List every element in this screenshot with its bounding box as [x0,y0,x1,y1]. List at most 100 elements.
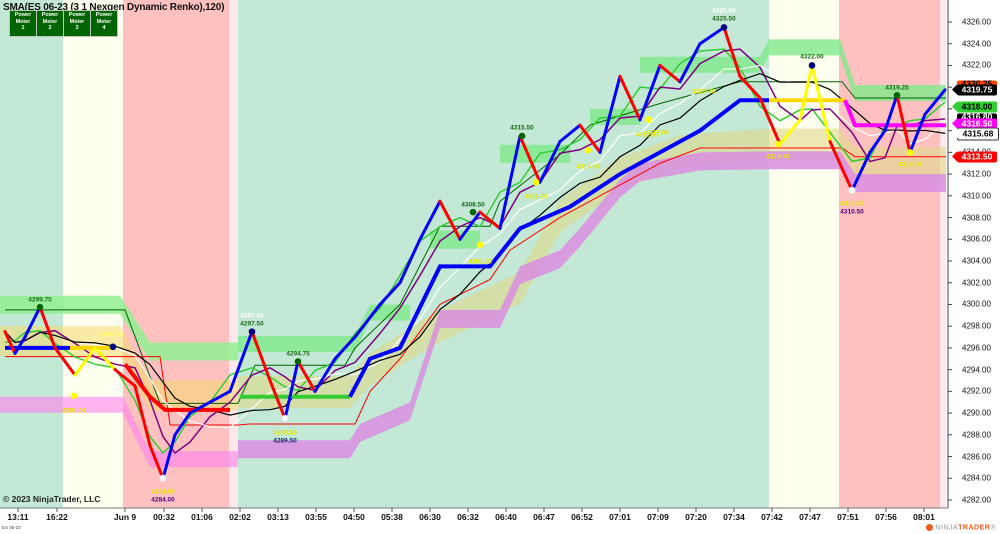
time-tick-label: Jun 9 [113,512,137,522]
price-swing-segment [738,74,762,100]
price-swing-segment [698,25,726,46]
price-swing-segment [458,210,482,241]
price-tick-label: 4288.00 [962,430,991,440]
power-meter-4-button[interactable]: Power Meter 4 [91,11,117,36]
price-swing-segment [798,63,814,122]
price-tick-label: 4326.00 [962,17,991,27]
swing-price-label: 4301.25 [468,258,492,266]
price-tick-label: 4308.00 [962,213,991,223]
price-swing-segment [498,134,522,230]
resistance-line [5,81,946,404]
time-tick-label: 07:56 [875,512,897,522]
resistance-zone [430,230,480,249]
session-band-bull [238,0,769,508]
price-swing-segment [778,118,802,146]
swing-point-marker [294,358,302,365]
trend-line-flip [843,99,946,128]
swing-point-marker [518,132,526,140]
swing-point-marker [70,392,78,400]
price-marker-tag: 4316.50 [952,118,997,130]
time-tick-label: 08:01 [913,512,935,522]
resistance-zone [640,39,946,102]
price-tick-label: 4296.00 [962,343,991,353]
swing-price-label: 4297.50 [240,320,264,328]
brand-suffix: TRADER [958,524,991,532]
ninjatrader-logo: NINJATRADER® [926,524,996,531]
swing-point-marker [584,146,592,154]
price-tick-label: 4290.00 [962,408,991,418]
resistance-zone [0,295,238,361]
price-swing-segment [13,335,27,355]
power-meter-label: Meter [96,18,112,25]
power-meter-1-button[interactable]: Power Meter 1 [10,11,36,36]
power-meter-label: Meter [69,18,85,25]
swing-point-marker [36,303,44,311]
price-tick-label: 4302.00 [962,278,991,288]
session-band-bear [123,0,229,508]
time-tick-label: 07:09 [647,512,669,522]
power-meter-number: 2 [48,25,52,31]
swing-price-label: 4297.50 [240,312,264,320]
swing-price-label: 4289.50 [273,437,297,445]
session-band-bear [839,0,940,508]
swing-price-label: 4314.00 [898,161,922,169]
swing-price-label: 4325.50 [712,15,736,23]
price-swing-segment [23,305,42,339]
resistance-zone [238,304,410,352]
swing-price-label: 4317.00 [645,129,669,137]
price-swing-segment [883,93,899,133]
swing-price-label: 4319.25 [885,84,909,92]
swing-price-label: 4294.75 [286,350,310,358]
time-tick-label: 07:20 [685,512,707,522]
swing-point-marker [469,208,477,216]
trend-line-up [348,98,769,398]
swing-point-marker [720,24,728,31]
power-meter-2-button[interactable]: Power Meter 2 [37,11,63,36]
swing-price-label: 4314.00 [576,163,600,171]
ninjatrader-logo-icon [926,524,934,531]
price-tick-label: 4304.00 [962,256,991,266]
swing-price-label: 4299.75 [28,296,52,304]
price-swing-segment [810,63,832,143]
support-line [5,147,946,426]
price-tick-label: 4286.00 [962,452,991,462]
price-tick-label: 4310.00 [962,191,991,201]
swing-point-marker [109,343,117,351]
power-meter-label: Meter [42,18,58,25]
time-tick-label: 07:51 [837,512,859,522]
price-swing-segment [398,237,422,285]
time-tick-label: 13:11 [7,512,29,522]
price-swing-segment [113,368,137,388]
power-meter-label: Power [41,12,59,18]
swing-price-label: 4308.50 [461,201,485,209]
power-meter-number: 4 [102,25,106,31]
swing-point-marker [159,474,167,483]
price-swing-segment [378,281,402,306]
swing-price-label: 4310.50 [840,208,864,216]
swing-price-label: 4311.50 [635,131,659,139]
swing-price-label: 4325.50 [712,7,736,15]
price-marker-tag: 4320.25 [957,80,997,88]
price-marker-tag: 4313.50 [952,151,997,163]
swing-price-label: 4311.25 [524,193,548,201]
price-swing-segment [850,150,872,192]
power-meter-3-button[interactable]: Power Meter 3 [64,11,90,36]
price-swing-segment [618,74,642,122]
time-tick-label: 00:32 [153,512,175,522]
price-swing-segment [93,346,117,372]
brand-mark: ® [990,524,996,532]
price-swing-segment [38,305,57,350]
swing-price-label: 4289.50 [273,429,297,437]
time-tick-label: 05:38 [381,512,403,522]
swing-point-marker [808,62,816,69]
swing-point-marker [476,241,484,249]
swing-point-marker [774,140,782,148]
swing-price-label: 4310.50 [840,200,864,208]
swing-point-marker [248,328,256,335]
price-swing-segment [828,140,854,192]
price-marker-tag: 4319.75 [952,84,997,96]
price-swing-segment [268,379,287,421]
time-tick-label: 04:50 [343,512,365,522]
swing-point-marker [893,92,901,99]
